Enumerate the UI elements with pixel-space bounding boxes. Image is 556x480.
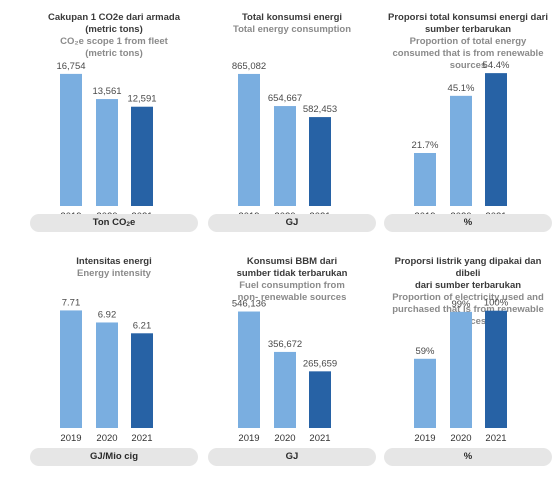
unit-text: GJ [285, 451, 299, 462]
chart-title-id: Proporsi total konsumsi energi dari [388, 12, 548, 23]
chart-title-block: Intensitas energi Energy intensity [30, 256, 198, 280]
value-label: 546,136 [232, 299, 266, 310]
value-label: 16,754 [56, 61, 85, 72]
bar-2021 [131, 333, 153, 428]
value-label: 582,453 [303, 104, 337, 115]
chart-title-block: Proporsi total konsumsi energi dari sumbe… [384, 12, 552, 72]
category-label: 2020 [274, 433, 295, 444]
chart-title-id: sumber terbarukan [424, 24, 512, 35]
category-label: 2021 [309, 433, 330, 444]
chart-title-block: Konsumsi BBM dari sumber tidak terbarukan… [208, 256, 376, 304]
bar-chart: 7.71 2019 6.92 2020 6.21 2021 [60, 297, 153, 444]
unit-text: GJ/Mio cig [89, 451, 139, 462]
value-label: 100% [484, 298, 509, 309]
bar-2020 [450, 311, 472, 428]
bar-2021 [131, 106, 153, 206]
bar-chart: 865,0822019654,6672020582,4532021 [232, 61, 337, 222]
bar-2019 [60, 310, 82, 428]
category-label: 2019 [60, 433, 81, 444]
unit-label: GJ [208, 448, 376, 466]
chart-panel: Intensitas energi Energy intensity 7.71 201… [30, 256, 198, 468]
value-label: 865,082 [232, 61, 266, 72]
category-label: 2019 [414, 433, 435, 444]
unit-label: GJ/Mio cig [30, 448, 198, 466]
chart-title-id: Proporsi listrik yang dipakai dan dibeli [394, 256, 542, 279]
chart-title-en: Proportion of total energy [409, 36, 527, 47]
bar-2019 [414, 152, 436, 206]
bar-chart: 546,136 2019 356,672 2020 265,659 2021 [232, 299, 337, 444]
value-label: 45.1% [448, 83, 475, 94]
unit-label: % [384, 448, 552, 466]
value-label: 59% [415, 346, 435, 357]
bar-2021 [485, 73, 507, 206]
chart-title-en: CO₂e scope 1 from fleet [60, 36, 168, 47]
chart-title-id: dari sumber terbarukan [414, 280, 522, 291]
bar-2020 [274, 106, 296, 206]
unit-text: % [463, 217, 473, 228]
unit-tail: e [129, 217, 136, 228]
value-label: 356,672 [268, 339, 302, 350]
unit-text: Ton CO [92, 217, 127, 228]
unit-label: GJ [208, 214, 376, 232]
bar-2021 [485, 310, 507, 428]
bar-2019 [60, 73, 82, 206]
value-label: 21.7% [412, 140, 439, 151]
unit-text: % [463, 451, 473, 462]
chart-title-id: Intensitas energi [76, 256, 152, 267]
bar-chart: 16,754201913,561202012,5912021 [56, 61, 156, 222]
value-label: 265,659 [303, 358, 337, 369]
category-label: 2020 [450, 433, 471, 444]
unit-text: GJ [285, 217, 299, 228]
chart-title-id: Cakupan 1 CO2e dari armada [48, 12, 180, 23]
bar-2020 [274, 351, 296, 428]
value-label: 54.4% [483, 60, 510, 71]
chart-title-id: Total konsumsi energi [241, 12, 343, 23]
chart-title-block: Total konsumsi energi Total energy consum… [208, 12, 376, 36]
bar-2021 [309, 117, 331, 206]
bar-2020 [96, 99, 118, 206]
chart-panel: Konsumsi BBM dari sumber tidak terbarukan… [208, 256, 376, 468]
category-label: 2019 [238, 433, 259, 444]
chart-title-en: consumed that is from renewable [392, 48, 544, 59]
value-label: 6.21 [133, 320, 152, 331]
chart-panel: Total konsumsi energi Total energy consum… [208, 12, 376, 234]
value-label: 6.92 [98, 309, 117, 320]
chart-title-en: (metric tons) [85, 48, 143, 59]
value-label: 12,591 [127, 94, 156, 105]
value-label: 7.71 [62, 297, 81, 308]
bar-2019 [238, 311, 260, 428]
chart-title-block: Cakupan 1 CO2e dari armada (metric tons) C… [30, 12, 198, 60]
chart-title-en: Proportion of electricity used and [392, 292, 544, 303]
category-label: 2020 [96, 433, 117, 444]
value-label: 99% [451, 299, 471, 310]
chart-panel: Cakupan 1 CO2e dari armada (metric tons) C… [30, 12, 198, 234]
unit-subscript: 2 [126, 221, 130, 228]
bar-chart: 59% 2019 99% 2020 100% 2021 [414, 298, 509, 444]
chart-title-en: Fuel consumption from [239, 280, 345, 291]
bar-2019 [414, 358, 436, 428]
chart-panel: Proporsi total konsumsi energi dari sumbe… [384, 12, 552, 234]
chart-title-en: sources [449, 60, 487, 71]
category-label: 2021 [485, 433, 506, 444]
chart-title-id: sumber tidak terbarukan [236, 268, 348, 279]
bar-2019 [238, 73, 260, 206]
bar-chart: 21.7%201945.1%202054.4%2021 [412, 60, 510, 222]
value-label: 654,667 [268, 93, 302, 104]
chart-title-en: Total energy consumption [232, 24, 352, 35]
bar-2021 [309, 371, 331, 428]
bar-2020 [96, 322, 118, 428]
chart-title-en: Energy intensity [77, 268, 151, 279]
value-label: 13,561 [92, 86, 121, 97]
bar-2020 [450, 95, 472, 206]
chart-title-id: (metric tons) [85, 24, 143, 35]
unit-label: Ton CO2e [30, 214, 198, 232]
chart-title-en: non- renewable sources [237, 292, 347, 303]
category-label: 2021 [131, 433, 152, 444]
chart-panel: Proporsi listrik yang dipakai dan dibeli… [384, 256, 552, 468]
unit-label: % [384, 214, 552, 232]
chart-title-id: Konsumsi BBM dari [246, 256, 338, 267]
